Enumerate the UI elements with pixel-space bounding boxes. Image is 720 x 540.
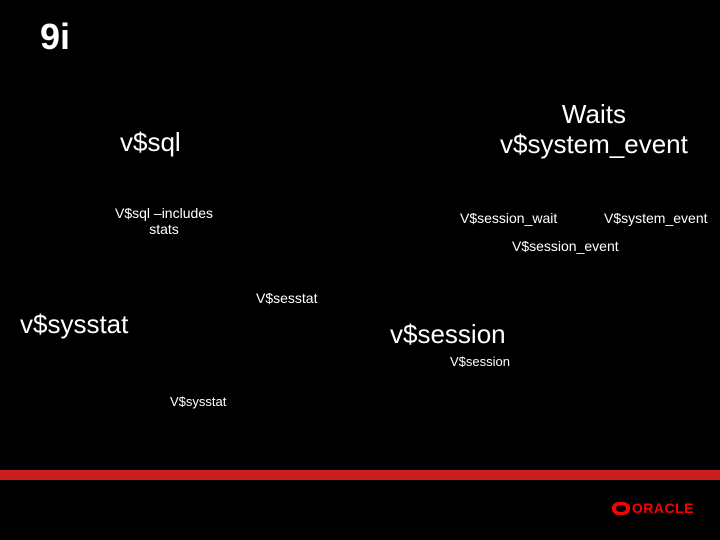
footer-red-bar bbox=[0, 470, 720, 480]
label-vsesstat: V$sesstat bbox=[256, 290, 317, 306]
label-vsession-wait: V$session_wait bbox=[460, 210, 557, 226]
slide-canvas: 9i v$sql Waits v$system_event V$sql –inc… bbox=[0, 0, 720, 540]
label-vsysstat-big: v$sysstat bbox=[20, 310, 128, 340]
label-vsession-sm: V$session bbox=[450, 355, 510, 370]
slide-title: 9i bbox=[40, 16, 70, 58]
oracle-logo-text: ORACLE bbox=[632, 500, 694, 516]
label-vsql: v$sql bbox=[120, 128, 181, 158]
label-vsysstat-sm: V$sysstat bbox=[170, 395, 226, 410]
label-vsql-stats: V$sql –includes stats bbox=[115, 205, 213, 237]
oracle-logo-o-icon bbox=[612, 502, 630, 515]
label-vsystem-event: V$system_event bbox=[604, 210, 708, 226]
label-waits: Waits v$system_event bbox=[500, 100, 688, 160]
oracle-logo: ORACLE bbox=[612, 500, 694, 516]
label-vsession-big: v$session bbox=[390, 320, 506, 350]
label-vsession-event: V$session_event bbox=[512, 238, 619, 254]
